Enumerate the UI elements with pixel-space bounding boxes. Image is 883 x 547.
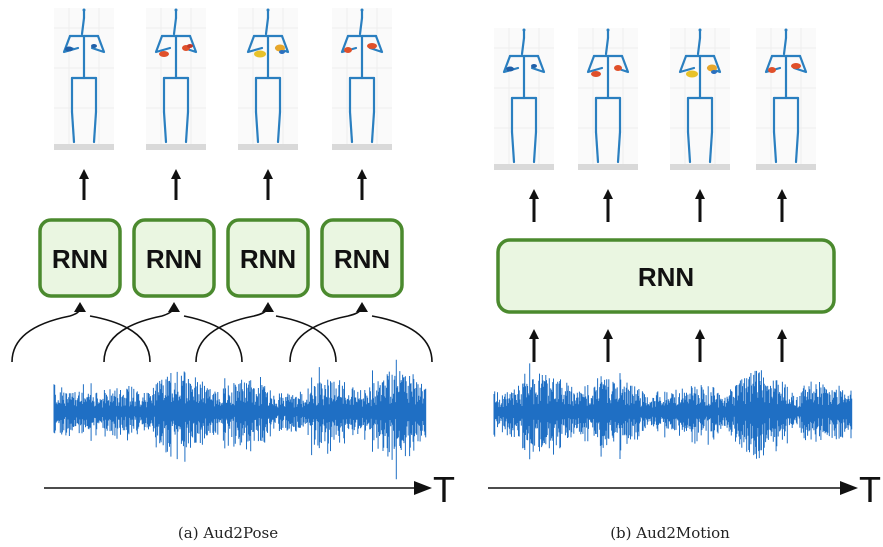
window-brace (195, 307, 337, 363)
panel-aud2pose: RNN RNN RNN RNN (11, 6, 455, 542)
rnn-box: RNN (38, 218, 122, 298)
window-brace (289, 307, 433, 363)
rnn-box: RNN (320, 218, 404, 298)
motion-frame-4 (754, 26, 818, 172)
motion-frame-2 (576, 26, 640, 172)
rnn-label: RNN (52, 244, 108, 274)
pose-frame-3 (236, 6, 300, 152)
motion-frame-3 (668, 26, 732, 172)
pose-frame-2 (144, 6, 208, 152)
window-brace (11, 307, 151, 363)
motion-frame-1 (492, 26, 556, 172)
rnn-label: RNN (240, 244, 296, 274)
time-axis-label: T (433, 469, 455, 510)
rnn-label: RNN (146, 244, 202, 274)
rnn-label: RNN (638, 262, 694, 292)
audio-waveform (53, 359, 427, 480)
rnn-box: RNN (132, 218, 216, 298)
window-brace (103, 307, 243, 363)
rnn-box: RNN (226, 218, 310, 298)
rnn-label: RNN (334, 244, 390, 274)
rnn-box-long: RNN (496, 238, 836, 314)
audio-waveform (493, 363, 853, 460)
caption-a: (a) Aud2Pose (178, 524, 278, 542)
time-axis-label: T (859, 469, 881, 510)
pose-frame-4 (330, 6, 394, 152)
pose-frame-1 (52, 6, 116, 152)
caption-b: (b) Aud2Motion (610, 524, 730, 542)
panel-aud2motion: RNN T (b) Aud2Motion (488, 26, 881, 542)
